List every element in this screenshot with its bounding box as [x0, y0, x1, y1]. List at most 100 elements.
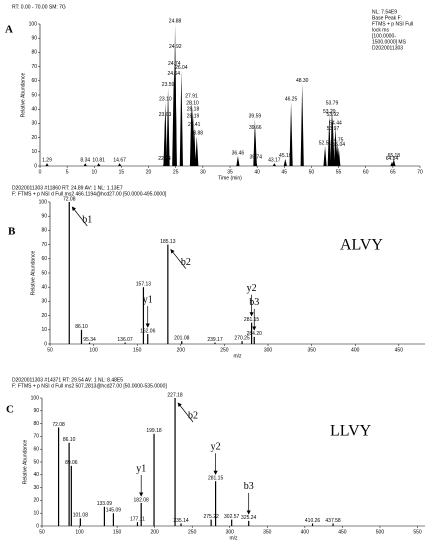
- info-line: [100.0000-: [372, 33, 396, 39]
- peak: [272, 163, 276, 166]
- peak-label: 302.57: [224, 514, 240, 520]
- peak-label: 86.10: [75, 324, 88, 330]
- y-tick-label: 40: [41, 285, 47, 291]
- panel-letter: C: [6, 404, 14, 416]
- peak: [236, 156, 240, 166]
- ion-label: b3: [249, 297, 259, 308]
- header-line: RT: 0.00 - 70.00 SM: 7G: [12, 4, 66, 10]
- ion-label: y2: [247, 283, 257, 294]
- peak-label: 24.92: [169, 44, 182, 50]
- peak-label: 28.41: [188, 122, 201, 128]
- peak-label: 39.74: [249, 155, 262, 161]
- y-tick-label: 30: [33, 485, 39, 491]
- y-axis-label: Relative Abundance: [30, 251, 36, 296]
- y-tick-label: 100: [31, 395, 40, 401]
- peak-label: 437.58: [325, 518, 341, 524]
- peak: [253, 130, 257, 166]
- y-tick-label: 30: [41, 299, 47, 305]
- peak-label: 10.81: [92, 157, 105, 163]
- peak-label: 281.15: [244, 317, 260, 323]
- y-tick-label: 100: [39, 199, 48, 205]
- peak-label: 95.34: [83, 337, 96, 343]
- peak: [173, 49, 177, 167]
- y-tick-label: 0: [36, 523, 39, 529]
- peak-label: 28.18: [187, 106, 200, 112]
- x-tick-label: 50: [309, 169, 315, 175]
- x-tick-label: 45: [282, 169, 288, 175]
- ion-arrow: [71, 206, 88, 227]
- x-tick-label: 200: [177, 347, 186, 353]
- x-tick-label: 150: [113, 529, 122, 535]
- y-tick-label: 0: [44, 341, 47, 347]
- x-tick-label: 35: [227, 169, 233, 175]
- peak-label: 227.18: [167, 392, 183, 398]
- x-tick-label: 40: [254, 169, 260, 175]
- peak-label: 281.15: [208, 476, 224, 482]
- peak-label: 182.08: [134, 497, 150, 503]
- info-line: 1500.0000] MS: [372, 39, 407, 45]
- x-tick-label: 10: [92, 169, 98, 175]
- peak: [118, 163, 122, 166]
- y-axis-label: Relative Abundance: [22, 440, 28, 485]
- x-tick-label: 200: [150, 529, 159, 535]
- peak-label: 54.75: [331, 138, 344, 144]
- x-tick-label: 400: [351, 347, 360, 353]
- peak-label: 1.29: [42, 157, 52, 163]
- peak-label: 53.97: [327, 126, 340, 132]
- peak-label: 24.74: [168, 61, 181, 67]
- peak-label: 46.25: [285, 96, 298, 102]
- x-tick-label: 250: [188, 529, 197, 535]
- y-tick-label: 40: [33, 472, 39, 478]
- y-tick-label: 60: [31, 78, 37, 84]
- x-tick-label: 450: [395, 347, 404, 353]
- x-tick-label: 350: [307, 347, 316, 353]
- x-tick-label: 450: [338, 529, 347, 535]
- peak-label: 48.30: [296, 78, 309, 84]
- info-line: Base Peak F:: [372, 15, 402, 21]
- peak-label: 54.44: [329, 121, 342, 127]
- peak: [327, 114, 331, 166]
- peptide: LLVY: [330, 423, 372, 440]
- peak-label: 133.09: [97, 501, 113, 507]
- x-tick-label: 0: [39, 169, 42, 175]
- x-axis-label: m/z: [233, 353, 242, 359]
- peak: [195, 136, 199, 166]
- y-tick-label: 90: [41, 214, 47, 220]
- ion-label: b2: [188, 410, 198, 421]
- peak-label: 45.19: [279, 153, 292, 159]
- y-tick-label: 10: [41, 327, 47, 333]
- panel-letter: A: [5, 24, 13, 36]
- peak: [283, 158, 287, 166]
- ion-arrow: [177, 402, 194, 423]
- ion-label: y2: [211, 441, 221, 452]
- peak-label: 199.18: [146, 428, 162, 434]
- y-tick-label: 50: [41, 270, 47, 276]
- x-tick-label: 300: [226, 529, 235, 535]
- y-tick-label: 90: [31, 36, 37, 42]
- x-tick-label: 50: [47, 347, 53, 353]
- peak-label: 8.34: [80, 157, 90, 163]
- peak-label: 28.19: [187, 113, 200, 119]
- x-tick-label: 500: [376, 529, 385, 535]
- peak-label: 235.14: [173, 518, 189, 524]
- y-axis-label: Relative Abundance: [20, 73, 26, 118]
- x-tick-label: 300: [264, 347, 273, 353]
- peak: [179, 70, 183, 166]
- peak: [331, 131, 335, 166]
- x-axis-label: Time (min): [218, 175, 242, 181]
- peak-label: 36.46: [232, 150, 245, 156]
- peak-label: 14.67: [113, 157, 126, 163]
- info-line: D2020011303: [372, 45, 403, 51]
- y-tick-label: 60: [41, 256, 47, 262]
- peak-label: 55.04: [333, 142, 346, 148]
- peak: [163, 102, 167, 166]
- x-tick-label: 100: [75, 529, 84, 535]
- peak-label: 89.06: [65, 460, 78, 466]
- peak-label: 270.25: [234, 335, 250, 341]
- peak-label: 24.88: [169, 18, 182, 24]
- peak-label: 72.08: [52, 422, 65, 428]
- ion-label: y1: [143, 294, 153, 305]
- y-tick-label: 20: [41, 313, 47, 319]
- peak: [254, 160, 258, 166]
